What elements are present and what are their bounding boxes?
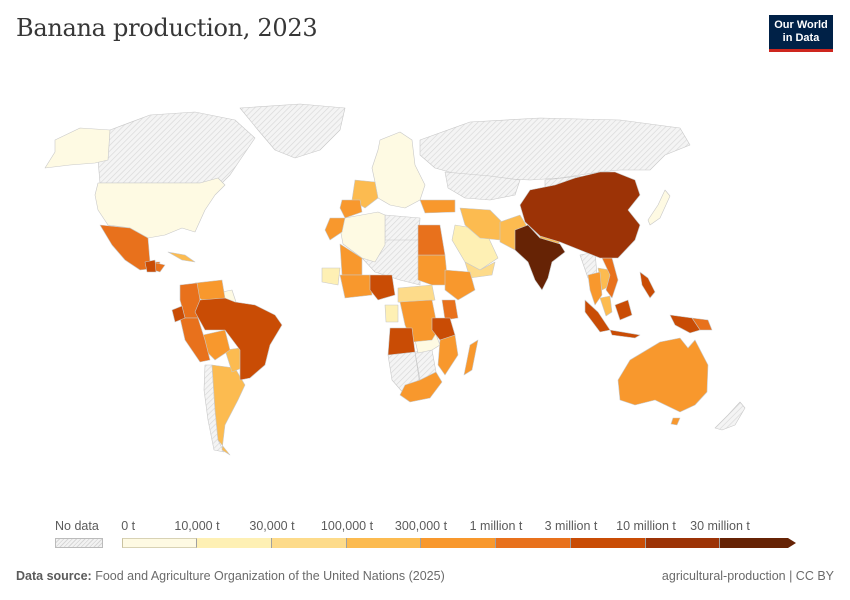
country-tanzania[interactable] [431,317,456,341]
world-map [44,103,746,456]
country-morocco[interactable] [324,217,346,241]
legend-bin-30m[interactable] [720,538,788,548]
country-europe[interactable] [371,131,426,209]
legend-bin-1m[interactable] [496,538,571,548]
country-indonesia-sumatra[interactable] [584,299,611,333]
legend-label-10k: 10,000 t [174,519,220,533]
logo-line-1: Our World [774,19,828,31]
country-russia[interactable] [419,117,691,181]
country-indonesia-java[interactable] [609,329,641,339]
owid-logo[interactable]: Our World in Data [769,15,833,52]
country-kazakhstan[interactable] [444,171,521,201]
country-west-africa-small[interactable] [321,267,341,286]
country-cuba[interactable] [167,251,196,263]
data-source-text[interactable]: Food and Agriculture Organization of the… [95,569,445,583]
legend-bin-3m[interactable] [571,538,646,548]
footer-license[interactable]: agricultural-production | CC BY [661,569,834,583]
country-philippines[interactable] [639,271,656,299]
country-malaysia[interactable] [599,295,613,317]
country-angola[interactable] [387,327,416,356]
country-south-africa[interactable] [399,371,443,403]
country-indonesia-borneo[interactable] [614,299,633,321]
legend-label-100k: 100,000 t [320,519,374,533]
legend-label-300k: 300,000 t [394,519,448,533]
legend-label-3m: 3 million t [544,519,598,533]
legend-no-data-label: No data [55,519,99,533]
country-sudan[interactable] [417,254,449,286]
legend-label-1m: 1 million t [469,519,523,533]
legend-label-30m: 30 million t [690,519,750,533]
country-japan[interactable] [647,189,671,226]
country-spain[interactable] [339,199,363,219]
country-new-zealand[interactable] [714,401,746,431]
country-mozambique[interactable] [437,334,459,376]
country-indonesia-papua[interactable] [669,314,701,334]
legend-bin-100k[interactable] [347,538,421,548]
legend-bin-0[interactable] [122,538,197,548]
country-alaska[interactable] [44,127,111,169]
country-united-states[interactable] [94,177,226,239]
country-australia[interactable] [617,337,709,413]
country-turkey[interactable] [419,199,456,214]
legend-color-bar [122,538,796,548]
country-kenya[interactable] [441,299,459,321]
country-ethiopia[interactable] [444,269,476,301]
legend-bin-300k[interactable] [421,538,496,548]
country-madagascar[interactable] [463,339,479,376]
country-nigeria[interactable] [369,274,396,301]
country-gabon[interactable] [384,304,399,323]
legend-bin-30k[interactable] [272,538,347,548]
country-egypt[interactable] [417,224,446,256]
country-greenland[interactable] [239,103,346,159]
country-india[interactable] [514,224,566,291]
country-guatemala[interactable] [144,259,157,273]
country-brazil[interactable] [194,297,283,381]
legend-no-data-swatch[interactable] [55,538,103,548]
country-algeria[interactable] [339,211,386,263]
legend-label-10m: 10 million t [616,519,676,533]
logo-line-2: in Data [782,32,820,44]
country-ecuador[interactable] [171,305,186,323]
legend-arrow-icon [788,538,796,548]
country-west-africa[interactable] [339,274,373,299]
legend-label-30k: 30,000 t [249,519,295,533]
legend-bin-10m[interactable] [646,538,720,548]
data-source: Data source: Food and Agriculture Organi… [16,569,445,583]
country-thailand[interactable] [587,271,603,306]
chart-title: Banana production, 2023 [16,14,318,42]
legend-label-0: 0 t [121,519,136,533]
legend: No data 0 t 10,000 t 30,000 t 100,000 t … [0,515,850,555]
country-canada[interactable] [97,111,256,186]
country-china[interactable] [519,171,641,259]
country-tasmania[interactable] [670,417,681,426]
legend-bin-10k[interactable] [197,538,272,548]
data-source-label: Data source: [16,569,92,583]
